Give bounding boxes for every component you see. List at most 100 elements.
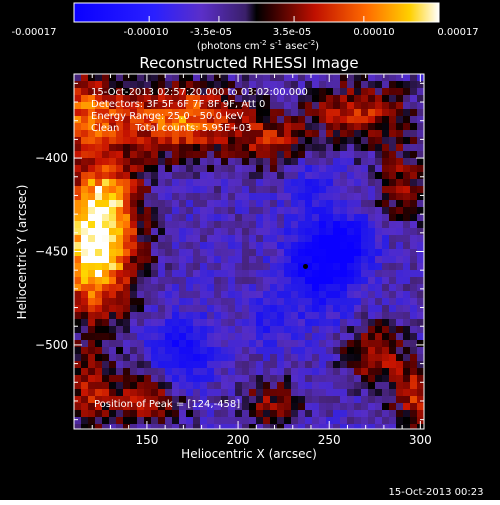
heatmap-cell — [123, 179, 131, 187]
heatmap-cell — [256, 326, 264, 334]
heatmap-cell — [305, 298, 313, 306]
heatmap-cell — [340, 263, 348, 271]
heatmap-cell — [95, 228, 103, 236]
heatmap-cell — [123, 277, 131, 285]
heatmap-cell — [116, 256, 124, 264]
heatmap-cell — [81, 333, 89, 341]
heatmap-cell — [270, 403, 278, 411]
heatmap-cell — [389, 102, 397, 110]
heatmap-cell — [116, 368, 124, 376]
heatmap-cell — [179, 151, 187, 159]
heatmap-cell — [200, 172, 208, 180]
heatmap-cell — [144, 193, 152, 201]
heatmap-cell — [200, 375, 208, 383]
heatmap-cell — [319, 277, 327, 285]
heatmap-cell — [109, 424, 117, 429]
heatmap-cell — [403, 291, 411, 299]
heatmap-cell — [214, 347, 222, 355]
heatmap-cell — [221, 410, 229, 418]
heatmap-cell — [389, 186, 397, 194]
heatmap-cell — [200, 396, 208, 404]
heatmap-cell — [221, 382, 229, 390]
heatmap-cell — [333, 347, 341, 355]
heatmap-cell — [298, 172, 306, 180]
heatmap-cell — [410, 298, 418, 306]
heatmap-cell — [165, 221, 173, 229]
heatmap-cell — [228, 228, 236, 236]
heatmap-cell — [382, 396, 390, 404]
heatmap-cell — [235, 389, 243, 397]
heatmap-cell — [116, 207, 124, 215]
heatmap-cell — [333, 137, 341, 145]
heatmap-cell — [193, 326, 201, 334]
heatmap-cell — [263, 130, 271, 138]
heatmap-cell — [270, 228, 278, 236]
heatmap-cell — [165, 368, 173, 376]
heatmap-cell — [130, 291, 138, 299]
heatmap-cell — [179, 242, 187, 250]
heatmap-cell — [375, 235, 383, 243]
heatmap-cell — [179, 214, 187, 222]
heatmap-cell — [298, 109, 306, 117]
heatmap-cell — [410, 228, 418, 236]
heatmap-cell — [291, 291, 299, 299]
heatmap-cell — [249, 354, 257, 362]
heatmap-cell — [347, 144, 355, 152]
heatmap-cell — [410, 403, 418, 411]
heatmap-cell — [284, 347, 292, 355]
heatmap-cell — [417, 172, 424, 180]
heatmap-cell — [347, 249, 355, 257]
heatmap-cell — [200, 361, 208, 369]
heatmap-cell — [242, 410, 250, 418]
heatmap-cell — [130, 354, 138, 362]
heatmap-cell — [221, 417, 229, 425]
heatmap-cell — [95, 102, 103, 110]
heatmap-cell — [396, 235, 404, 243]
heatmap-cell — [319, 263, 327, 271]
heatmap-cell — [102, 235, 110, 243]
heatmap-cell — [172, 228, 180, 236]
heatmap-cell — [375, 312, 383, 320]
heatmap-cell — [354, 193, 362, 201]
heatmap-cell — [221, 186, 229, 194]
heatmap-cell — [291, 116, 299, 124]
heatmap-cell — [291, 319, 299, 327]
heatmap-cell — [403, 200, 411, 208]
heatmap-cell — [417, 179, 424, 187]
heatmap-cell — [144, 298, 152, 306]
heatmap-cell — [326, 284, 334, 292]
heatmap-cell — [228, 242, 236, 250]
heatmap-cell — [382, 284, 390, 292]
heatmap-cell — [151, 200, 159, 208]
heatmap-cell — [116, 277, 124, 285]
heatmap-cell — [137, 235, 145, 243]
heatmap-cell — [193, 417, 201, 425]
heatmap-cell — [375, 410, 383, 418]
heatmap-cell — [207, 424, 215, 429]
heatmap-cell — [291, 200, 299, 208]
heatmap-cell — [396, 172, 404, 180]
heatmap-cell — [333, 88, 341, 96]
heatmap-cell — [137, 179, 145, 187]
heatmap-cell — [354, 291, 362, 299]
heatmap-cell — [179, 172, 187, 180]
heatmap-cell — [158, 291, 166, 299]
heatmap-cell — [270, 165, 278, 173]
heatmap-cell — [389, 214, 397, 222]
heatmap-cell — [291, 284, 299, 292]
heatmap-cell — [221, 249, 229, 257]
heatmap-cell — [235, 417, 243, 425]
heatmap-cell — [214, 186, 222, 194]
heatmap-cell — [389, 326, 397, 334]
heatmap-cell — [277, 130, 285, 138]
heatmap-cell — [144, 291, 152, 299]
heatmap-cell — [326, 382, 334, 390]
heatmap-cell — [375, 277, 383, 285]
heatmap-cell — [263, 361, 271, 369]
heatmap-cell — [291, 95, 299, 103]
heatmap-cell — [396, 200, 404, 208]
heatmap-cell — [396, 396, 404, 404]
heatmap-cell — [116, 200, 124, 208]
heatmap-cell — [221, 88, 229, 96]
heatmap-cell — [347, 382, 355, 390]
